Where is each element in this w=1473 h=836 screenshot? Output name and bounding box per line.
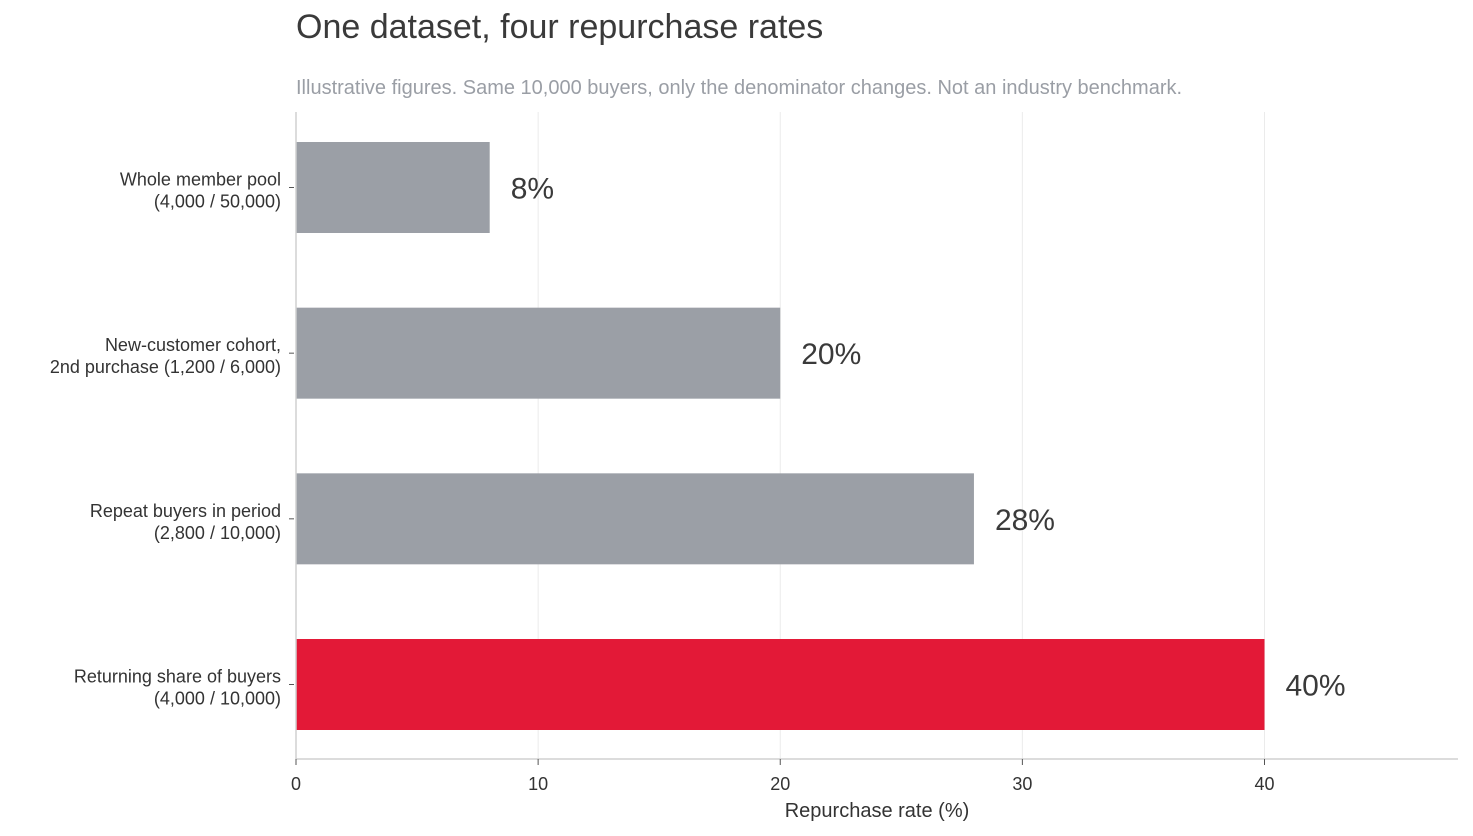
bar-3 [296, 473, 974, 565]
bars: 8% 20% 28% 40% [296, 142, 1346, 730]
bar-value-label-2: 20% [801, 338, 861, 371]
chart-subtitle: Illustrative figures. Same 10,000 buyers… [296, 77, 1183, 99]
y-tick-label-4-line-1: Returning share of buyers [74, 667, 281, 687]
y-tick-label-2-line-1: New-customer cohort, [105, 335, 281, 355]
y-tick-label-2-line-2: 2nd purchase (1,200 / 6,000) [50, 357, 281, 377]
bar-2 [296, 307, 781, 399]
x-tick-label-30: 30 [1012, 774, 1032, 794]
x-tick-label-20: 20 [770, 774, 790, 794]
x-tick-label-10: 10 [528, 774, 548, 794]
chart-title: One dataset, four repurchase rates [296, 8, 824, 46]
bar-value-label-3: 28% [995, 504, 1055, 537]
y-tick-label-4-line-2: (4,000 / 10,000) [154, 689, 281, 709]
y-tick-label-3-line-2: (2,800 / 10,000) [154, 523, 281, 543]
bar-value-label-4: 40% [1286, 670, 1346, 703]
bar-value-label-1: 8% [511, 173, 554, 206]
y-tick-label-3-line-1: Repeat buyers in period [90, 501, 281, 521]
y-tick-label-1-line-1: Whole member pool [120, 170, 281, 190]
bar-1 [296, 142, 490, 233]
y-tick-label-1-line-2: (4,000 / 50,000) [154, 192, 281, 212]
bar-4 [296, 639, 1265, 730]
axes: Whole member pool(4,000 / 50,000) New-cus… [50, 112, 1458, 794]
x-axis-title: Repurchase rate (%) [785, 800, 970, 822]
x-tick-label-0: 0 [291, 774, 301, 794]
x-tick-label-40: 40 [1254, 774, 1274, 794]
